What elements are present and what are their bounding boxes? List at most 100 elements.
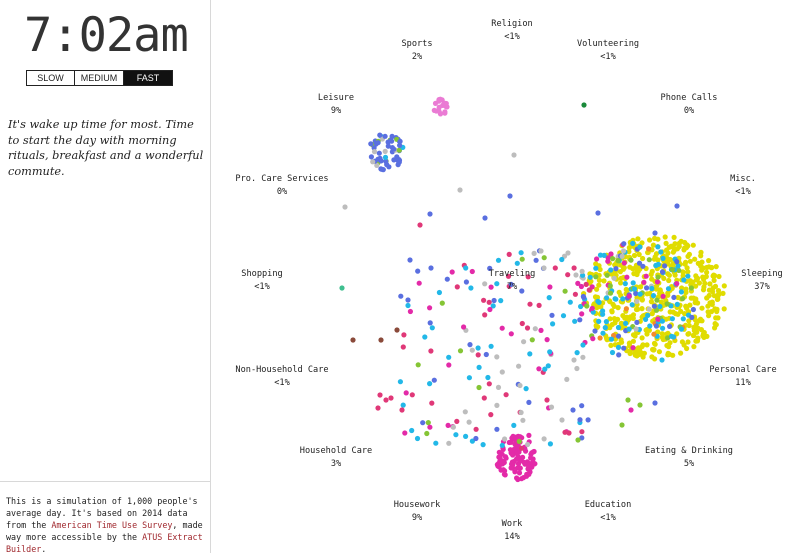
work-person-dot	[503, 455, 509, 461]
sleeping-person-dot	[716, 273, 722, 280]
traveling-person-dot	[428, 348, 434, 354]
activity-pct-eating: 5%	[684, 459, 695, 469]
work-person-dot	[506, 439, 512, 446]
getting-ready-person-dot	[593, 274, 599, 280]
traveling-person-dot	[449, 269, 455, 275]
sleeping-person-dot	[640, 255, 646, 262]
sleeping-person-dot	[632, 352, 638, 358]
traveling-person-dot	[427, 305, 433, 311]
atus-link[interactable]: American Time Use Survey	[51, 520, 173, 530]
getting-ready-person-dot	[668, 333, 675, 339]
getting-ready-person-dot	[620, 296, 626, 302]
sleeping-person-dot	[666, 272, 672, 278]
getting-ready-person-dot	[637, 291, 643, 297]
traveling-person-dot	[579, 429, 585, 435]
getting-ready-person-dot	[644, 285, 650, 291]
activity-pct-leisure: 9%	[331, 106, 342, 116]
traveling-person-dot	[397, 379, 403, 385]
traveling-person-dot	[562, 429, 568, 435]
getting-ready-person-dot	[654, 279, 661, 285]
sleeping-person-dot	[698, 249, 704, 255]
traveling-person-dot	[462, 409, 468, 415]
getting-ready-person-dot	[578, 303, 584, 310]
traveling-person-dot	[444, 276, 450, 282]
activity-pct-pro_care: 0%	[277, 187, 288, 197]
leisure-person-dot	[368, 154, 374, 160]
footer-text: .	[41, 544, 47, 554]
activity-name-leisure: Leisure	[318, 93, 354, 103]
sleeping-person-dot	[721, 306, 727, 312]
traveling-person-dot	[574, 365, 580, 372]
wandering-person-dot	[394, 327, 400, 333]
getting-ready-person-dot	[621, 241, 627, 247]
getting-ready-person-dot	[646, 306, 652, 312]
traveling-person-dot	[560, 313, 567, 319]
speed-medium-button[interactable]: MEDIUM	[75, 70, 124, 86]
traveling-person-dot	[502, 436, 508, 442]
activity-name-misc: Misc.	[730, 174, 756, 184]
sleeping-person-dot	[666, 277, 672, 284]
leisure-person-dot	[371, 149, 378, 155]
sleeping-person-dot	[626, 245, 632, 251]
sleeping-person-dot	[667, 340, 673, 346]
getting-ready-person-dot	[678, 289, 684, 295]
activity-name-personal_care: Personal Care	[709, 365, 776, 375]
wandering-person-dot	[571, 357, 577, 363]
sleeping-person-dot	[701, 334, 707, 340]
speed-fast-button[interactable]: FAST	[124, 70, 173, 86]
work-person-dot	[530, 456, 536, 462]
traveling-person-dot	[536, 366, 542, 372]
traveling-person-dot	[545, 363, 551, 369]
sidebar: 7:02am SLOW MEDIUM FAST It's wake up tim…	[0, 0, 211, 554]
traveling-person-dot	[579, 435, 585, 441]
sleeping-person-dot	[626, 340, 633, 346]
wandering-person-dot	[417, 222, 423, 228]
traveling-person-dot	[579, 268, 585, 274]
speed-slow-button[interactable]: SLOW	[26, 70, 75, 86]
wandering-person-dot	[538, 248, 544, 254]
sleeping-person-dot	[665, 250, 671, 256]
sleeping-person-dot	[720, 290, 726, 296]
traveling-person-dot	[407, 308, 413, 315]
traveling-person-dot	[525, 274, 531, 280]
leisure-person-dot	[397, 138, 403, 144]
traveling-person-dot	[482, 312, 488, 318]
getting-ready-person-dot	[680, 296, 686, 302]
traveling-person-dot	[491, 297, 497, 304]
activity-name-traveling: Traveling	[489, 269, 536, 279]
traveling-person-dot	[415, 268, 421, 274]
getting-ready-person-dot	[615, 333, 622, 339]
traveling-person-dot	[565, 272, 571, 278]
traveling-person-dot	[559, 256, 565, 263]
sleeping-person-dot	[682, 261, 688, 267]
sleeping-person-dot	[695, 325, 701, 331]
sleeping-person-dot	[594, 286, 600, 292]
sleeping-person-dot	[609, 308, 615, 314]
sleeping-person-dot	[650, 346, 656, 353]
sleeping-person-dot	[694, 275, 701, 282]
wandering-person-dot	[570, 407, 576, 413]
sleeping-person-dot	[633, 306, 640, 313]
traveling-person-dot	[583, 281, 589, 287]
leisure-person-dot	[382, 148, 388, 154]
traveling-person-dot	[503, 392, 509, 398]
sleeping-person-dot	[660, 336, 666, 343]
traveling-person-dot	[466, 419, 472, 425]
traveling-person-dot	[433, 440, 439, 446]
getting-ready-person-dot	[633, 290, 639, 297]
getting-ready-person-dot	[665, 286, 672, 292]
traveling-person-dot	[494, 402, 500, 408]
traveling-person-dot	[463, 279, 469, 285]
atus-extract-link[interactable]: ATUS Extract Builder	[6, 532, 203, 554]
traveling-person-dot	[529, 337, 535, 343]
traveling-person-dot	[564, 376, 570, 382]
sleeping-person-dot	[679, 285, 685, 291]
traveling-person-dot	[547, 349, 553, 355]
leisure-person-dot	[368, 141, 374, 147]
sleeping-person-dot	[675, 311, 681, 317]
traveling-person-dot	[427, 381, 433, 387]
traveling-person-dot	[536, 302, 542, 308]
wandering-person-dot	[507, 193, 513, 199]
sleeping-person-dot	[640, 354, 646, 360]
sleeping-person-dot	[649, 276, 655, 282]
